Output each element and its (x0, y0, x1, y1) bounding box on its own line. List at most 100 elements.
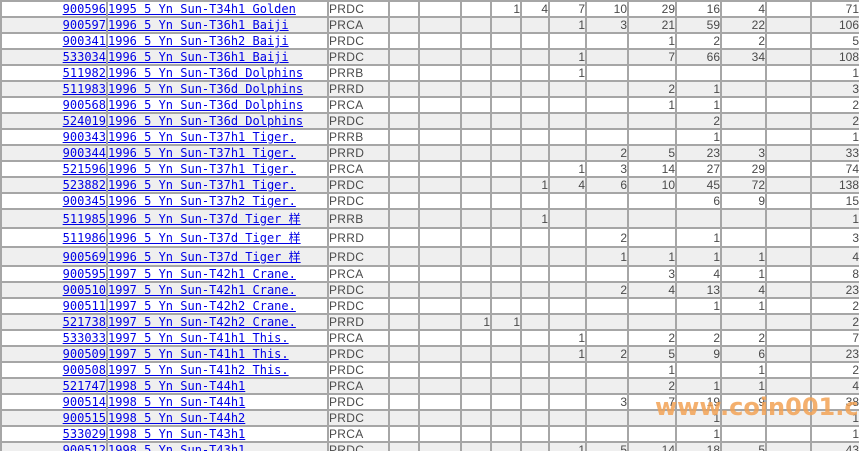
population-count-cell: 2 (627, 377, 677, 395)
coin-id-link[interactable]: 900343 (62, 130, 106, 144)
coin-description-link[interactable]: 1997 5 Yn Sun-T41h1 This. (108, 331, 289, 345)
population-count-cell (460, 112, 492, 130)
coin-id-link[interactable]: 521747 (62, 379, 106, 393)
coin-description-link[interactable]: 1996 5 Yn Sun-T37h1 Tiger. (108, 130, 296, 144)
coin-id-link[interactable]: 523882 (62, 178, 106, 192)
population-count-cell (490, 361, 522, 379)
coin-id-link[interactable]: 900568 (62, 98, 106, 112)
population-count-cell (548, 361, 587, 379)
population-count-cell (627, 313, 677, 331)
population-count-cell: 6 (585, 176, 629, 194)
table-row: 900595 1997 5 Yn Sun-T42h1 Crane. PRCA 3 4 1 8 (0, 265, 859, 283)
coin-id-link[interactable]: 900508 (62, 363, 106, 377)
population-count-cell (388, 246, 420, 267)
coin-id-link[interactable]: 900509 (62, 347, 106, 361)
coin-description-link[interactable]: 1997 5 Yn Sun-T42h2 Crane. (108, 299, 296, 313)
coin-description-link[interactable]: 1996 5 Yn Sun-T36h1 Baiji (108, 18, 289, 32)
coin-id-link[interactable]: 533033 (62, 331, 106, 345)
coin-id-link[interactable]: 900596 (62, 2, 106, 16)
population-count-cell (548, 32, 587, 50)
population-count-cell (627, 227, 677, 248)
coin-id-cell: 900344 (0, 144, 108, 162)
coin-description-link[interactable]: 1998 5 Yn Sun-T44h2 (108, 411, 246, 425)
coin-id-link[interactable]: 900511 (62, 299, 106, 313)
coin-id-link[interactable]: 900569 (62, 249, 106, 264)
coin-description-link[interactable]: 1996 5 Yn Sun-T37h2 Tiger. (108, 194, 296, 208)
total-count-cell: 2 (810, 313, 859, 331)
population-count-cell (520, 128, 550, 146)
population-count-cell (460, 265, 492, 283)
coin-description-link[interactable]: 1996 5 Yn Sun-T36d Dolphins (108, 114, 304, 128)
coin-id-link[interactable]: 900345 (62, 194, 106, 208)
coin-id-link[interactable]: 533029 (62, 427, 106, 441)
coin-id-link[interactable]: 900341 (62, 34, 106, 48)
coin-description-link[interactable]: 1998 5 Yn Sun-T43h1 (108, 427, 246, 441)
coin-description-link[interactable]: 1997 5 Yn Sun-T42h2 Crane. (108, 315, 296, 329)
coin-description-link[interactable]: 1996 5 Yn Sun-T37h1 Tiger. (108, 178, 296, 192)
coin-id-link[interactable]: 524019 (62, 114, 106, 128)
coin-id-cell: 900509 (0, 345, 108, 363)
population-count-cell: 4 (675, 265, 722, 283)
total-count-cell: 2 (810, 297, 859, 315)
coin-description-link[interactable]: 1996 5 Yn Sun-T37d Tiger 样 (108, 231, 301, 245)
population-count-cell (460, 227, 492, 248)
coin-description-link[interactable]: 1997 5 Yn Sun-T41h2 This. (108, 363, 289, 377)
coin-description-link[interactable]: 1996 5 Yn Sun-T36h1 Baiji (108, 50, 289, 64)
coin-id-link[interactable]: 900510 (62, 283, 106, 297)
coin-id-link[interactable]: 511983 (62, 82, 106, 96)
grade-code-cell: PRRB (327, 64, 390, 82)
coin-id-link[interactable]: 511982 (62, 66, 106, 80)
population-count-cell: 9 (720, 192, 767, 210)
population-count-cell (720, 112, 767, 130)
coin-description-link[interactable]: 1996 5 Yn Sun-T37h1 Tiger. (108, 146, 296, 160)
population-count-cell (418, 32, 462, 50)
coin-id-link[interactable]: 533034 (62, 50, 106, 64)
population-count-cell: 5 (720, 441, 767, 451)
population-count-cell (627, 425, 677, 443)
coin-id-link[interactable]: 900344 (62, 146, 106, 160)
coin-description-link[interactable]: 1996 5 Yn Sun-T36d Dolphins (108, 66, 304, 80)
coin-description-link[interactable]: 1996 5 Yn Sun-T36d Dolphins (108, 98, 304, 112)
coin-id-link[interactable]: 900515 (62, 411, 106, 425)
coin-description-link[interactable]: 1996 5 Yn Sun-T37d Tiger 样 (108, 250, 301, 264)
coin-id-link[interactable]: 900512 (62, 443, 106, 451)
coin-description-link[interactable]: 1996 5 Yn Sun-T36h2 Baiji (108, 34, 289, 48)
coin-description-link[interactable]: 1998 5 Yn Sun-T44h1 (108, 395, 246, 409)
population-count-cell: 2 (585, 227, 629, 248)
population-count-cell (585, 297, 629, 315)
coin-id-link[interactable]: 900595 (62, 267, 106, 281)
coin-description-link[interactable]: 1997 5 Yn Sun-T42h1 Crane. (108, 267, 296, 281)
coin-id-link[interactable]: 900514 (62, 395, 106, 409)
coin-id-cell: 900345 (0, 192, 108, 210)
total-count-cell: 74 (810, 160, 859, 178)
coin-description-link[interactable]: 1997 5 Yn Sun-T42h1 Crane. (108, 283, 296, 297)
population-count-cell (520, 393, 550, 411)
coin-description-link[interactable]: 1998 5 Yn Sun-T43h1 (108, 443, 246, 451)
total-count-cell: 38 (810, 393, 859, 411)
population-count-cell (388, 64, 420, 82)
coin-description-link[interactable]: 1996 5 Yn Sun-T36d Dolphins (108, 82, 304, 96)
coin-id-link[interactable]: 521738 (62, 315, 106, 329)
population-count-cell (548, 313, 587, 331)
population-count-cell (720, 96, 767, 114)
coin-id-link[interactable]: 511985 (62, 211, 106, 226)
grade-code-cell: PRDC (327, 112, 390, 130)
table-row: 900568 1996 5 Yn Sun-T36d Dolphins PRCA 1 1 2 (0, 96, 859, 114)
coin-description-cell: 1997 5 Yn Sun-T42h1 Crane. (106, 281, 329, 299)
coin-description-link[interactable]: 1996 5 Yn Sun-T37d Tiger 样 (108, 212, 301, 226)
population-count-cell (675, 313, 722, 331)
total-count-cell: 4 (810, 377, 859, 395)
coin-description-link[interactable]: 1996 5 Yn Sun-T37h1 Tiger. (108, 162, 296, 176)
coin-description-link[interactable]: 1998 5 Yn Sun-T44h1 (108, 379, 246, 393)
population-count-cell (460, 96, 492, 114)
coin-description-link[interactable]: 1997 5 Yn Sun-T41h1 This. (108, 347, 289, 361)
population-count-cell (548, 425, 587, 443)
population-count-cell: 2 (675, 32, 722, 50)
population-count-cell (388, 297, 420, 315)
coin-id-link[interactable]: 511986 (62, 230, 106, 245)
coin-description-link[interactable]: 1995 5 Yn Sun-T34h1 Golden (108, 2, 296, 16)
coin-id-link[interactable]: 900597 (62, 18, 106, 32)
population-count-cell (765, 265, 812, 283)
population-count-cell (418, 160, 462, 178)
coin-id-link[interactable]: 521596 (62, 162, 106, 176)
